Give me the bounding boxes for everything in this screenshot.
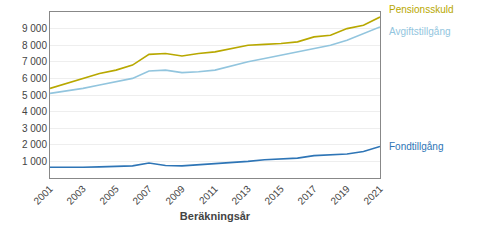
svg-text:2003: 2003: [64, 183, 88, 207]
svg-text:2011: 2011: [197, 183, 220, 206]
svg-text:7 000: 7 000: [22, 56, 47, 67]
svg-text:6 000: 6 000: [22, 73, 47, 84]
svg-text:Avgiftstillgång: Avgiftstillgång: [389, 26, 451, 37]
svg-text:2017: 2017: [295, 183, 319, 207]
svg-text:1 000: 1 000: [22, 156, 47, 167]
svg-text:4 000: 4 000: [22, 106, 47, 117]
svg-text:2007: 2007: [130, 183, 154, 207]
svg-text:2021: 2021: [361, 183, 385, 207]
svg-text:2015: 2015: [262, 183, 286, 207]
svg-text:2019: 2019: [328, 183, 352, 207]
svg-text:2013: 2013: [229, 183, 253, 207]
svg-text:9 000: 9 000: [22, 23, 47, 34]
svg-text:Fondtillgång: Fondtillgång: [389, 141, 443, 152]
svg-text:2005: 2005: [97, 183, 121, 207]
svg-text:2001: 2001: [31, 183, 55, 207]
svg-text:5 000: 5 000: [22, 90, 47, 101]
svg-text:Beräkningsår: Beräkningsår: [180, 210, 251, 222]
svg-text:2009: 2009: [163, 183, 187, 207]
svg-text:Pensionsskuld: Pensionsskuld: [389, 4, 453, 15]
svg-text:8 000: 8 000: [22, 40, 47, 51]
svg-text:3 000: 3 000: [22, 123, 47, 134]
svg-text:2 000: 2 000: [22, 139, 47, 150]
